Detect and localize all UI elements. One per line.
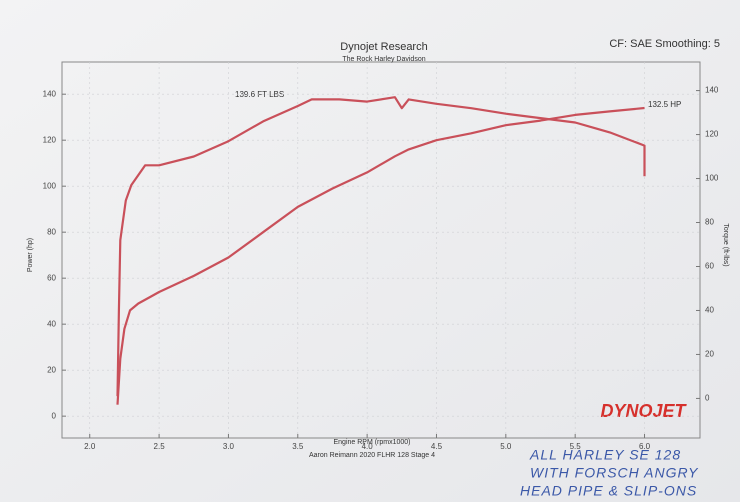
y-axis-label: Power (hp) bbox=[27, 238, 34, 272]
y-tick-label: 140 bbox=[43, 89, 57, 98]
series-line bbox=[116, 106, 645, 405]
y-tick-label: 40 bbox=[47, 319, 56, 328]
x-tick-label: 2.0 bbox=[84, 442, 96, 451]
y2-tick-label: 40 bbox=[705, 306, 714, 315]
handwritten-note: HEAD PIPE & SLIP-ONS bbox=[520, 483, 697, 499]
handwritten-note: WITH FORSCH ANGRY bbox=[530, 465, 699, 481]
y-tick-label: 60 bbox=[47, 273, 56, 282]
chart-subtitle: The Rock Harley Davidson bbox=[342, 56, 425, 63]
chart-title: Dynojet Research bbox=[340, 41, 427, 53]
x-tick-label: 5.0 bbox=[500, 442, 512, 451]
annotation: 139.6 FT LBS bbox=[235, 90, 284, 99]
y2-tick-label: 20 bbox=[705, 350, 714, 359]
y-tick-label: 0 bbox=[52, 411, 57, 420]
y-tick-label: 100 bbox=[43, 181, 57, 190]
y-tick-label: 120 bbox=[43, 135, 57, 144]
logo: DYNOJET bbox=[600, 401, 687, 421]
plot-frame bbox=[61, 61, 701, 439]
y2-tick-label: 140 bbox=[705, 86, 719, 95]
footer: Aaron Reimann 2020 FLHR 128 Stage 4 bbox=[309, 452, 435, 459]
y-tick-label: 80 bbox=[47, 227, 56, 236]
x-tick-label: 4.5 bbox=[431, 442, 443, 451]
x-tick-label: 6.0 bbox=[639, 442, 651, 451]
series-line bbox=[116, 96, 646, 397]
y2-tick-label: 0 bbox=[705, 394, 710, 403]
x-tick-label: 3.5 bbox=[292, 442, 304, 451]
y2-tick-label: 100 bbox=[705, 174, 719, 183]
x-tick-label: 2.5 bbox=[154, 442, 166, 451]
y2-tick-label: 60 bbox=[705, 262, 714, 271]
x-axis-label: Engine RPM (rpmx1000) bbox=[333, 439, 410, 446]
y2-axis-label: Torque (ft-lbs) bbox=[722, 223, 729, 266]
header-right: CF: SAE Smoothing: 5 bbox=[609, 38, 720, 50]
handwritten-note: ALL HARLEY SE 128 bbox=[529, 447, 681, 463]
x-tick-label: 3.0 bbox=[223, 442, 235, 451]
annotation: 132.5 HP bbox=[648, 100, 681, 109]
y2-tick-label: 120 bbox=[705, 130, 719, 139]
x-tick-label: 4.0 bbox=[362, 442, 374, 451]
y-tick-label: 20 bbox=[47, 365, 56, 374]
y2-tick-label: 80 bbox=[705, 218, 714, 227]
x-tick-label: 5.5 bbox=[570, 442, 582, 451]
